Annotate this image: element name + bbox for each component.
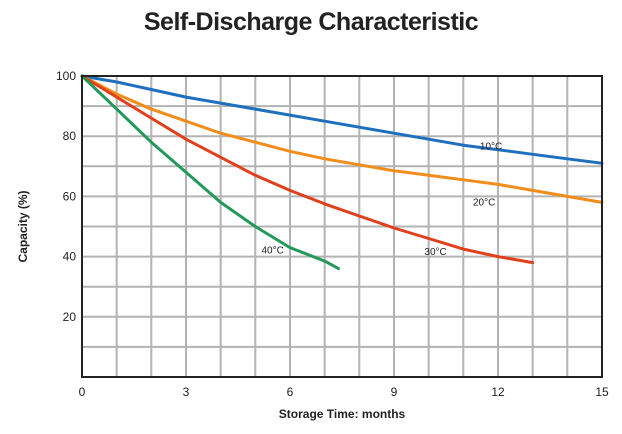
x-tick-label: 15 xyxy=(595,385,609,399)
series-labels: 10°C 20°C 30°C 40°C xyxy=(261,142,502,258)
x-tick-label: 12 xyxy=(491,385,505,399)
y-tick-label: 20 xyxy=(63,310,77,324)
x-tick-label: 3 xyxy=(183,385,190,399)
grid-lines xyxy=(82,76,602,377)
y-tick-label: 100 xyxy=(56,69,76,83)
series-label: 30°C xyxy=(424,247,446,258)
x-tick-label: 0 xyxy=(79,385,86,399)
series-label: 40°C xyxy=(261,246,283,257)
x-tick-label: 9 xyxy=(391,385,398,399)
y-axis-label: Capacity (%) xyxy=(16,190,30,262)
x-axis-label: Storage Time: months xyxy=(279,407,406,421)
series-line-40c xyxy=(80,74,340,271)
tick-labels: 0 3 6 9 12 15 20 40 60 80 100 xyxy=(56,69,609,399)
series-label: 20°C xyxy=(473,197,495,208)
series-line-10c xyxy=(80,74,604,165)
y-tick-label: 60 xyxy=(63,189,77,203)
y-tick-label: 40 xyxy=(63,250,77,264)
series-line-20c xyxy=(80,74,604,204)
y-tick-label: 80 xyxy=(63,129,77,143)
plot-area-frame xyxy=(81,75,603,378)
series-label: 10°C xyxy=(480,142,502,153)
series-line-30c xyxy=(80,74,535,265)
series-lines xyxy=(80,74,604,271)
x-tick-label: 6 xyxy=(287,385,294,399)
chart-title: Self-Discharge Characteristic xyxy=(143,8,479,36)
